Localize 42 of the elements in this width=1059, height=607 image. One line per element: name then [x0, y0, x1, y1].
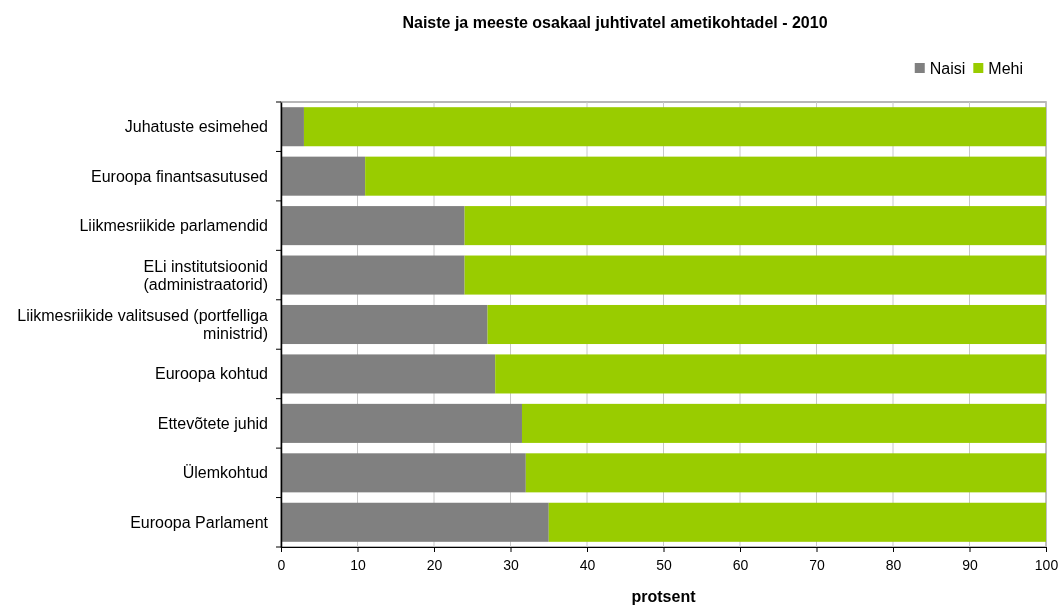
x-tick-label: 60 [732, 556, 749, 573]
x-tick-label: 10 [350, 556, 366, 573]
bar [464, 206, 1046, 246]
bar [487, 304, 1046, 345]
x-axis-title: protsent [631, 588, 697, 605]
x-tick-label: 70 [809, 556, 825, 573]
x-tick-label: 50 [656, 556, 672, 573]
bar [548, 502, 1046, 542]
bar [281, 354, 496, 394]
y-tick-label: Juhatuste esimehed [124, 118, 268, 136]
x-tick-label: 20 [426, 556, 443, 573]
y-tick-label: Liikmesriikide parlamendid [79, 217, 268, 235]
y-tick-label: Euroopa Parlament [130, 513, 269, 531]
bar [495, 354, 1046, 394]
chart-title: Naiste ja meeste osakaal juhtivatel ametikohtadel - 2010 [402, 14, 828, 31]
y-tick-label: ELi institutsioonid (administraatorid) [143, 257, 268, 293]
x-tick-label: 30 [503, 556, 519, 573]
y-tick-label: Euroopa finantsasutused [90, 167, 268, 185]
bar [303, 107, 1046, 147]
bar [281, 107, 304, 147]
legend-label: Mehi [988, 59, 1023, 77]
bar [281, 206, 465, 246]
x-tick-label: 90 [962, 556, 978, 573]
y-tick-label: Liikmesriikide valitsused (portfelliga ministrid) [17, 307, 269, 342]
x-tick-label: 40 [579, 556, 596, 573]
bar [281, 255, 465, 295]
y-tick-label: Euroopa kohtud [155, 365, 268, 383]
bar [525, 453, 1046, 493]
bar [281, 453, 526, 493]
bar [365, 156, 1046, 196]
x-tick-label: 100 [1034, 556, 1059, 573]
y-tick-label: Ülemkohtud [182, 464, 268, 482]
bar [281, 304, 488, 345]
bar [464, 255, 1046, 295]
bar [521, 403, 1046, 443]
legend-label: Naisi [929, 59, 966, 77]
x-tick-label: 80 [885, 556, 902, 573]
x-tick-label: 0 [277, 556, 286, 573]
y-tick-label: Ettevõtete juhid [157, 414, 268, 432]
bar [281, 403, 522, 443]
bar [281, 156, 366, 196]
bar [281, 502, 549, 542]
